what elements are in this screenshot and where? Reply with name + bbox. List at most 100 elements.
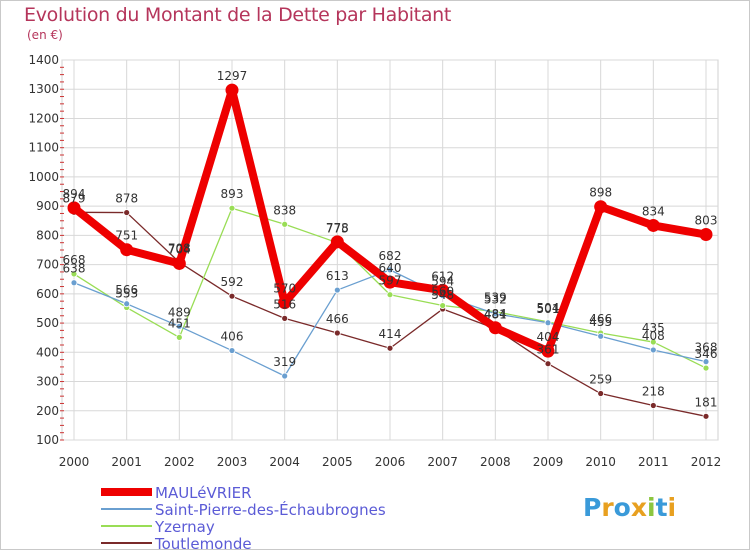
series-1	[67, 83, 713, 358]
legend-label: MAULéVRIER	[155, 484, 252, 502]
x-tick-label: 2012	[691, 455, 722, 469]
data-label: 218	[642, 385, 665, 399]
x-tick-label: 2004	[269, 455, 300, 469]
data-point	[702, 364, 710, 372]
data-point	[70, 270, 78, 278]
y-tick-label: 100	[36, 433, 59, 447]
data-label: 548	[431, 288, 454, 302]
data-point	[594, 200, 608, 214]
data-point	[123, 300, 131, 308]
data-point	[544, 360, 552, 368]
data-label: 668	[63, 253, 86, 267]
data-label: 1297	[217, 69, 248, 83]
chart-unit: (en €)	[27, 28, 63, 42]
data-point	[172, 256, 186, 270]
data-label: 451	[168, 316, 191, 330]
x-tick-label: 2008	[480, 455, 511, 469]
data-label: 566	[115, 283, 138, 297]
data-label: 346	[695, 347, 718, 361]
data-label: 481	[484, 308, 507, 322]
data-point	[228, 347, 236, 354]
data-label: 504	[537, 301, 560, 315]
data-point	[123, 209, 131, 216]
y-tick-label: 200	[36, 404, 59, 418]
data-label: 489	[168, 305, 191, 319]
data-point	[386, 344, 394, 352]
data-point	[649, 338, 657, 346]
data-point	[281, 314, 289, 322]
y-tick-label: 300	[36, 375, 59, 389]
x-tick-label: 2009	[533, 455, 564, 469]
data-point	[383, 275, 397, 289]
x-tick-label: 2003	[217, 455, 248, 469]
data-point	[597, 332, 605, 340]
data-label: 838	[273, 203, 296, 217]
x-tick-label: 2002	[164, 455, 195, 469]
y-tick-label: 500	[36, 316, 59, 330]
x-tick-label: 2005	[322, 455, 353, 469]
y-tick-label: 400	[36, 345, 59, 359]
data-label: 592	[221, 275, 244, 289]
legend: MAULéVRIERSaint-Pierre-des-ÉchaubrognesY…	[101, 484, 386, 550]
data-label: 319	[273, 355, 296, 369]
data-label: 894	[63, 187, 86, 201]
data-label: 682	[379, 249, 402, 263]
legend-label: Yzernay	[154, 518, 215, 536]
data-point	[649, 402, 657, 409]
data-point	[699, 228, 713, 242]
data-point	[175, 322, 183, 330]
series-4-labels: 879 878 708 592 516 466 414 548 481 361 259 218 181	[63, 191, 718, 409]
data-label: 560	[431, 285, 454, 299]
data-label: 539	[484, 291, 507, 305]
data-label: 553	[115, 287, 138, 301]
data-label: 259	[589, 373, 612, 387]
data-label: 361	[537, 343, 560, 357]
data-label: 751	[115, 229, 138, 243]
data-point	[488, 321, 502, 335]
y-tick-label: 600	[36, 287, 59, 301]
y-tick-label: 1300	[28, 82, 59, 96]
data-label: 834	[642, 204, 665, 218]
data-label: 466	[326, 312, 349, 326]
legend-label: Toutlemonde	[154, 535, 252, 550]
data-point	[228, 204, 236, 212]
data-point	[649, 346, 657, 354]
data-label: 612	[431, 269, 454, 283]
data-label: 466	[589, 312, 612, 326]
data-label: 570	[273, 282, 296, 296]
data-label: 404	[537, 330, 560, 344]
y-tick-label: 800	[36, 228, 59, 242]
x-tick-label: 2001	[111, 455, 142, 469]
y-tick-label: 1400	[28, 53, 59, 67]
data-label: 638	[63, 262, 86, 276]
data-point	[702, 358, 710, 366]
data-point	[333, 286, 341, 294]
data-label: 406	[221, 330, 244, 344]
data-label: 893	[221, 187, 244, 201]
data-point	[386, 266, 394, 274]
data-label: 484	[484, 307, 507, 321]
data-label: 640	[379, 261, 402, 275]
data-point	[597, 390, 605, 397]
data-label: 532	[484, 293, 507, 307]
data-point	[646, 218, 660, 232]
data-point	[541, 344, 555, 358]
data-label: 878	[115, 192, 138, 206]
data-point	[436, 283, 450, 297]
x-tick-label: 2010	[585, 455, 616, 469]
data-point	[120, 243, 134, 257]
data-point	[439, 302, 447, 309]
data-point	[333, 329, 341, 337]
data-label: 368	[695, 341, 718, 355]
data-label: 414	[379, 327, 402, 341]
data-point	[330, 235, 344, 249]
data-label: 594	[431, 275, 454, 289]
data-point	[225, 83, 239, 97]
data-label: 775	[326, 222, 349, 236]
data-label: 435	[642, 321, 665, 335]
y-tick-label: 700	[36, 258, 59, 272]
data-label: 455	[589, 315, 612, 329]
data-label: 516	[273, 297, 296, 311]
data-point	[281, 220, 289, 228]
data-point	[386, 291, 394, 299]
